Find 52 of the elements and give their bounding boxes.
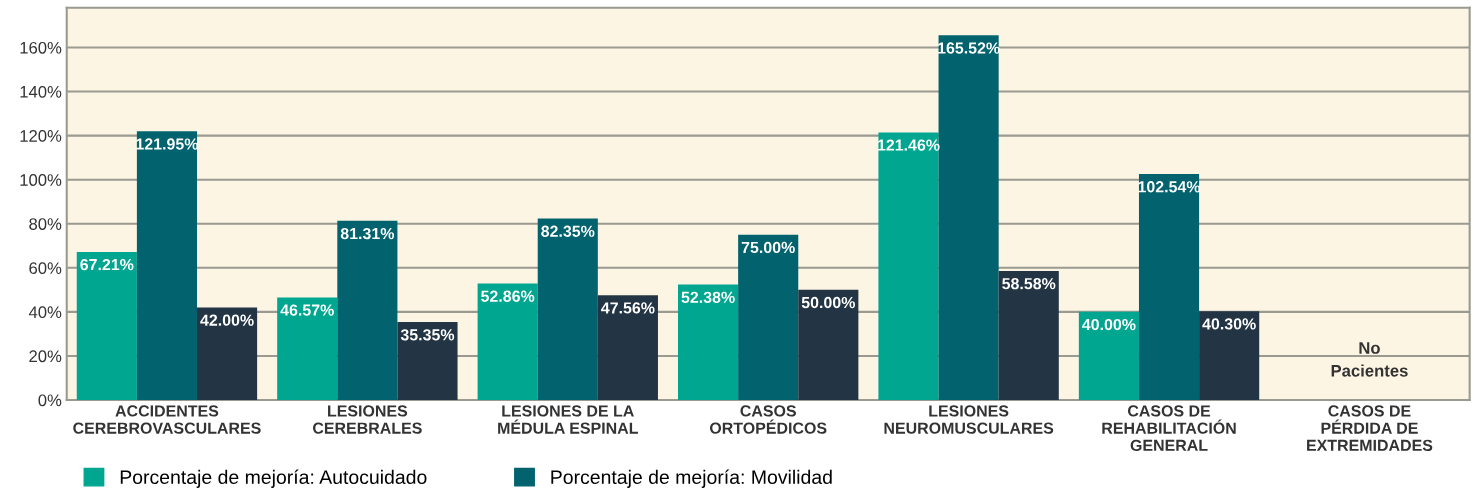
data-label: 50.00% (801, 296, 855, 309)
bar (1199, 311, 1260, 400)
bar (938, 35, 999, 400)
legend-label: Porcentaje de mejoría: Autocuidado (120, 469, 427, 488)
x-tick-label: LESIONES DE LA MÉDULA ESPINAL (498, 405, 638, 434)
data-label: 81.31% (340, 227, 395, 240)
y-tick-label: 140% (20, 85, 62, 98)
bar (477, 283, 538, 400)
data-label: 40.00% (1082, 318, 1136, 331)
x-tick-label: LESIONES NEUROMUSCULARES (884, 405, 1054, 434)
data-label: 35.35% (400, 329, 455, 341)
data-label: 52.38% (681, 291, 735, 303)
bar (136, 131, 198, 400)
legend-label: Porcentaje de mejoría: Movilidad (551, 469, 832, 488)
x-tick-label: LESIONES CEREBRALES (312, 405, 422, 434)
data-label: 40.30% (1202, 318, 1256, 330)
bar (878, 132, 939, 400)
y-tick-label: 40% (28, 306, 62, 319)
x-tick-label: CASOS ORTOPÉDICOS (709, 405, 827, 434)
data-label: 58.58% (1002, 277, 1056, 290)
bar (337, 220, 398, 400)
y-tick-label: 120% (20, 130, 62, 142)
bar (197, 307, 258, 400)
bar (597, 295, 658, 400)
data-label: 46.57% (280, 304, 334, 316)
data-label: 42.00% (200, 314, 254, 326)
y-tick-label: 100% (20, 174, 62, 186)
data-label: 121.46% (877, 139, 940, 151)
annotation: No Pacientes (1331, 342, 1408, 377)
bar (998, 270, 1059, 400)
y-tick-label: 20% (29, 350, 62, 363)
y-tick-label: 0% (38, 394, 62, 407)
bar (397, 322, 458, 400)
data-label: 82.35% (541, 225, 595, 237)
bar (1138, 174, 1200, 400)
data-label: 52.86% (481, 290, 535, 302)
bar (76, 251, 137, 400)
y-tick-label: 160% (20, 41, 62, 54)
bar (738, 234, 799, 400)
y-tick-label: 80% (29, 218, 62, 230)
bar (678, 284, 739, 400)
bar (277, 297, 338, 400)
x-tick-label: ACCIDENTES CEREBROVASCULARES (73, 405, 261, 434)
bar (1078, 311, 1139, 400)
x-tick-label: CASOS DE PÉRDIDA DE EXTREMIDADES (1307, 405, 1433, 451)
x-tick-label: CASOS DE REHABILITACIÓN GENERAL (1102, 405, 1236, 451)
data-label: 67.21% (80, 258, 134, 271)
y-tick-label: 60% (29, 262, 62, 275)
bar (798, 289, 859, 400)
bar (537, 218, 598, 400)
data-label: 47.56% (601, 302, 655, 314)
data-label: 75.00% (741, 241, 795, 254)
